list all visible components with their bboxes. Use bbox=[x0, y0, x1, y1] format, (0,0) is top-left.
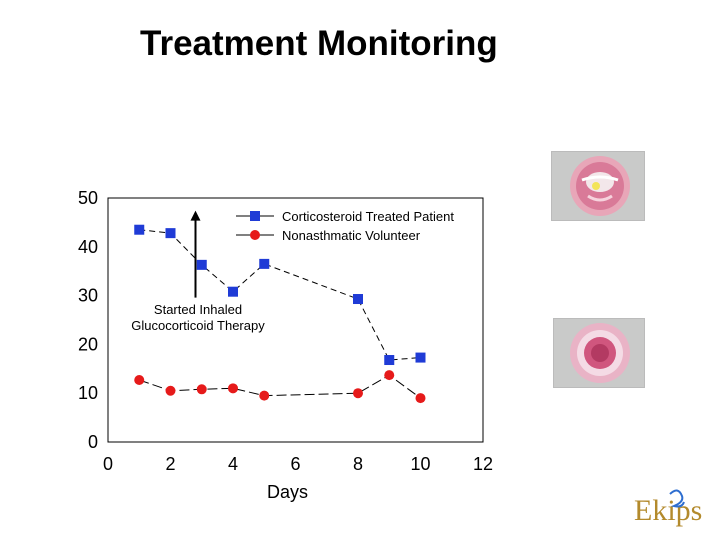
data-point bbox=[259, 390, 270, 401]
y-tick-label: 50 bbox=[78, 188, 98, 208]
x-axis-label: Days bbox=[267, 482, 308, 502]
data-point bbox=[415, 393, 426, 404]
data-point bbox=[165, 385, 176, 396]
data-point bbox=[384, 370, 395, 381]
series-line bbox=[139, 374, 421, 399]
data-point bbox=[165, 228, 176, 239]
legend-label: Nonasthmatic Volunteer bbox=[282, 228, 421, 243]
data-point bbox=[259, 258, 270, 269]
data-point bbox=[228, 383, 238, 394]
y-tick-label: 20 bbox=[78, 334, 98, 354]
ekips-logo: Ekips bbox=[634, 494, 702, 528]
slide-title: Treatment Monitoring bbox=[140, 24, 498, 63]
data-point bbox=[196, 259, 207, 270]
data-point bbox=[384, 355, 395, 366]
x-tick-label: 8 bbox=[353, 454, 363, 474]
data-point bbox=[353, 388, 363, 399]
x-tick-label: 0 bbox=[103, 454, 113, 474]
x-tick-label: 12 bbox=[473, 454, 493, 474]
y-tick-label: 30 bbox=[78, 286, 98, 306]
legend-marker bbox=[250, 211, 260, 221]
annotation-arrowhead bbox=[190, 210, 201, 221]
legend-marker bbox=[250, 230, 260, 240]
plot-frame bbox=[107, 197, 484, 443]
annotation-text: Started Inhaled bbox=[154, 302, 242, 317]
x-tick-label: 6 bbox=[290, 454, 300, 474]
airway-image-healthy bbox=[553, 318, 645, 388]
y-tick-label: 0 bbox=[88, 432, 98, 452]
logo-swirl-icon bbox=[669, 489, 685, 508]
data-point bbox=[134, 224, 145, 235]
data-point bbox=[415, 352, 426, 363]
data-point bbox=[196, 384, 207, 395]
y-tick-label: 10 bbox=[78, 383, 98, 403]
series-line bbox=[139, 229, 421, 361]
airway-image-inflamed bbox=[551, 151, 645, 221]
data-point bbox=[353, 294, 363, 305]
logo-text: Ekips bbox=[634, 494, 703, 527]
y-tick-label: 40 bbox=[78, 237, 98, 257]
data-point bbox=[134, 375, 145, 386]
annotation-text: Glucocorticoid Therapy bbox=[131, 318, 265, 333]
x-tick-label: 10 bbox=[410, 454, 430, 474]
x-tick-label: 2 bbox=[165, 454, 175, 474]
x-tick-label: 4 bbox=[228, 454, 238, 474]
legend-label: Corticosteroid Treated Patient bbox=[282, 209, 454, 224]
data-point bbox=[228, 286, 238, 297]
